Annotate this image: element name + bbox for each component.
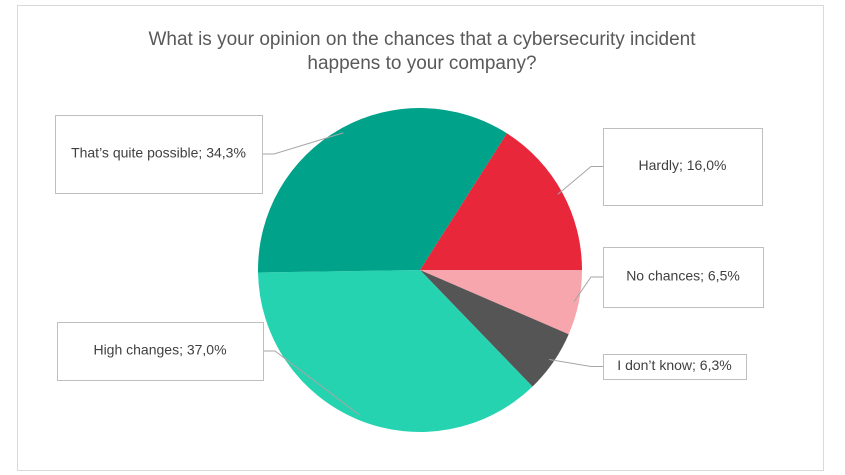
data-label: No chances; 6,5%	[626, 268, 740, 284]
pie-slice	[420, 270, 569, 387]
label-box	[57, 322, 264, 381]
leader-line	[262, 132, 344, 155]
leader-line	[263, 350, 360, 416]
label-box	[603, 128, 763, 206]
leader-line	[573, 276, 603, 303]
data-label: That’s quite possible; 34,3%	[71, 145, 246, 161]
chart-title: happens to your company?	[307, 53, 536, 74]
leader-line	[549, 358, 603, 367]
label-box	[55, 115, 263, 194]
label-box	[603, 354, 747, 380]
leader-line	[557, 166, 603, 195]
chart-title: What is your opinion on the chances that…	[148, 29, 696, 50]
data-label: I don’t know; 6,3%	[617, 357, 731, 373]
pie-slice	[420, 133, 582, 270]
label-box	[603, 247, 764, 308]
pie-slice	[420, 270, 582, 335]
data-label: Hardly; 16,0%	[639, 157, 727, 173]
pie-slice	[258, 108, 507, 273]
pie-slice	[258, 270, 533, 432]
data-label: High changes; 37,0%	[93, 342, 226, 358]
